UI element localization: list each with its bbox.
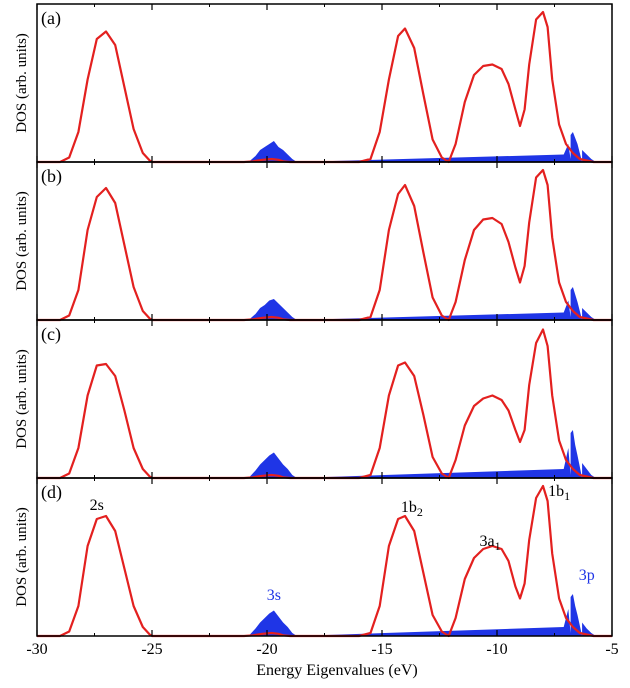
x-tick-label: -25 — [141, 641, 162, 658]
fill-3s-series — [248, 594, 596, 636]
y-axis-label: DOS (arb. units) — [14, 33, 30, 133]
panel-label: (d) — [41, 482, 62, 503]
panel-label: (c) — [41, 324, 61, 345]
dos-line-series — [37, 484, 612, 638]
dos-line-series — [37, 168, 612, 322]
fill-3s-series — [248, 132, 596, 162]
panel-label: (a) — [41, 8, 61, 29]
y-axis-label: DOS (arb. units) — [14, 507, 30, 607]
annotation-subscript: 1 — [495, 539, 501, 553]
fill-3s-series — [248, 430, 596, 478]
panel-c: (c) DOS (arb. units) — [14, 319, 613, 480]
panel-label: (b) — [41, 166, 62, 187]
x-tick-label: -15 — [371, 641, 392, 658]
x-tick-label: -30 — [26, 641, 47, 658]
dos-line-series — [37, 328, 612, 480]
x-axis-label: Energy Eigenvalues (eV) — [256, 662, 417, 679]
fill-3s-series — [248, 287, 596, 320]
peak-annotation: 1b1 — [548, 483, 570, 503]
panel-frame — [36, 477, 613, 637]
x-tick-label: -10 — [486, 641, 507, 658]
annotation-subscript: 1 — [564, 489, 570, 503]
panel-b: (b) DOS (arb. units) — [14, 161, 613, 322]
dos-line-series — [37, 10, 612, 164]
peak-annotation: 2s — [90, 497, 104, 514]
y-axis-label: DOS (arb. units) — [14, 349, 30, 449]
peak-annotation: 3p — [579, 567, 595, 584]
x-tick-label: -5 — [605, 641, 618, 658]
panel-a: (a) DOS (arb. units) — [14, 3, 613, 164]
x-tick-label: -20 — [256, 641, 277, 658]
annotation-subscript: 2 — [417, 505, 423, 519]
panel-frame — [36, 319, 613, 479]
y-axis-label: DOS (arb. units) — [14, 191, 30, 291]
peak-annotation: 3s — [267, 587, 281, 604]
